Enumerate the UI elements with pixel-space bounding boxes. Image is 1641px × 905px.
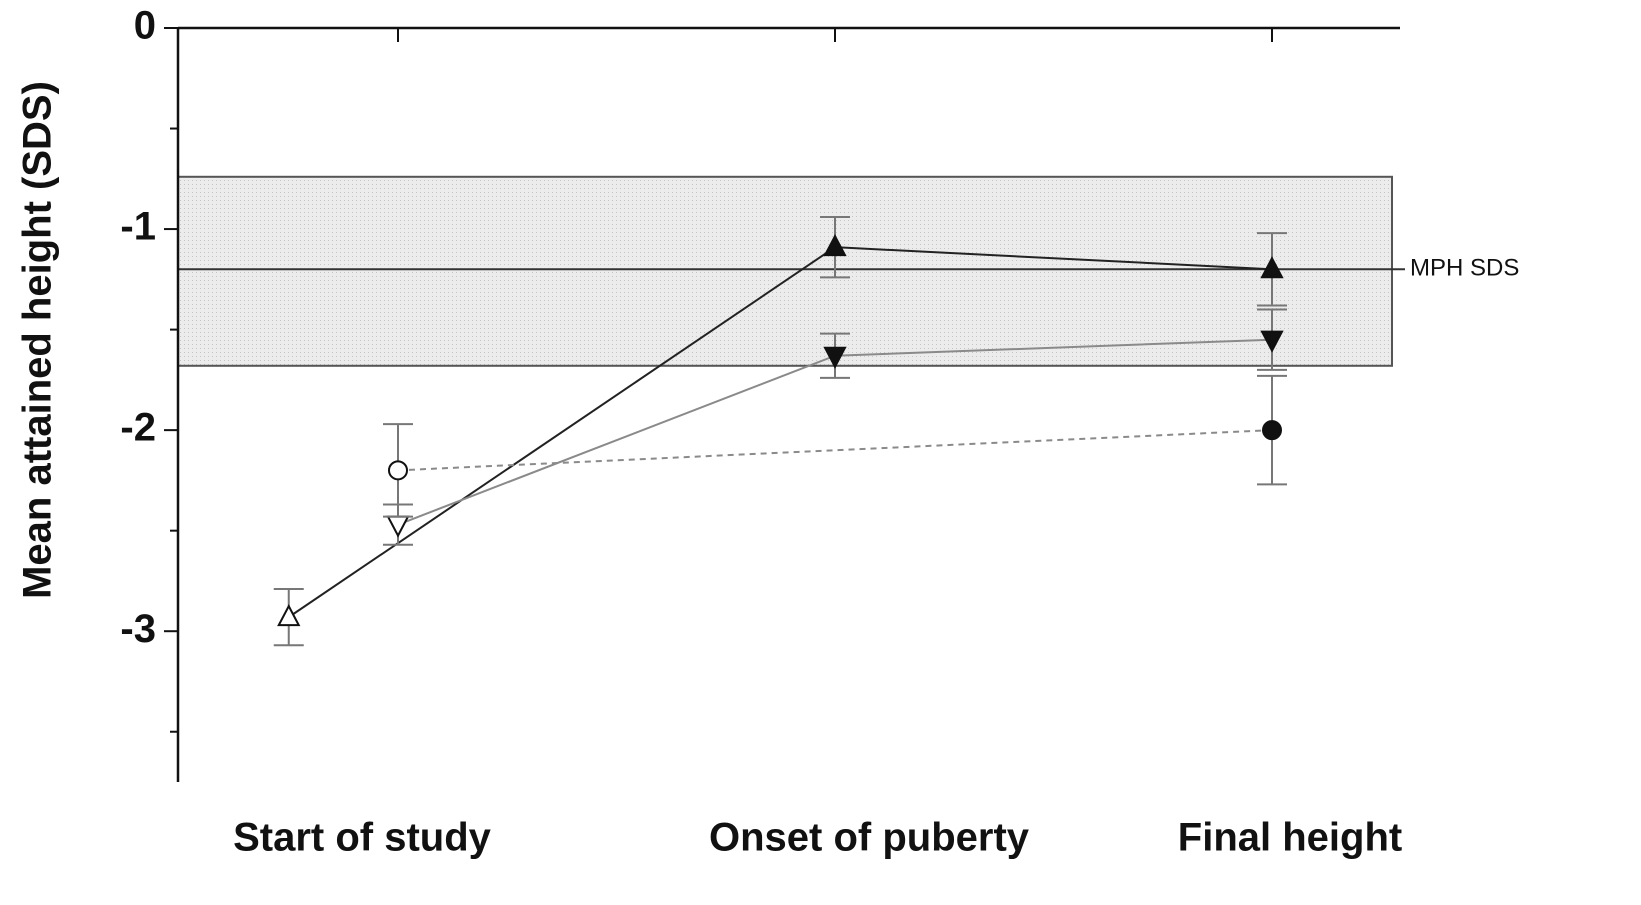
marker bbox=[1260, 256, 1284, 279]
x-tick-label: Onset of puberty bbox=[709, 816, 1030, 860]
y-tick-label: -2 bbox=[120, 406, 156, 450]
mph-label: MPH SDS bbox=[1410, 255, 1519, 282]
mph-range-band bbox=[177, 175, 1393, 367]
x-tick-label: Final height bbox=[1178, 816, 1402, 860]
marker bbox=[1260, 330, 1284, 353]
marker bbox=[277, 603, 301, 627]
marker bbox=[1262, 420, 1282, 441]
marker bbox=[388, 460, 408, 481]
series-line bbox=[397, 429, 1273, 472]
x-tick-label: Start of study bbox=[233, 816, 492, 860]
y-tick-label: -1 bbox=[120, 205, 156, 249]
y-tick-label: 0 bbox=[134, 4, 156, 48]
y-axis-label: Mean attained height (SDS) bbox=[16, 81, 60, 599]
marker bbox=[386, 515, 410, 538]
marker bbox=[823, 234, 847, 257]
y-tick-label: -3 bbox=[120, 607, 156, 651]
marker bbox=[823, 346, 847, 369]
